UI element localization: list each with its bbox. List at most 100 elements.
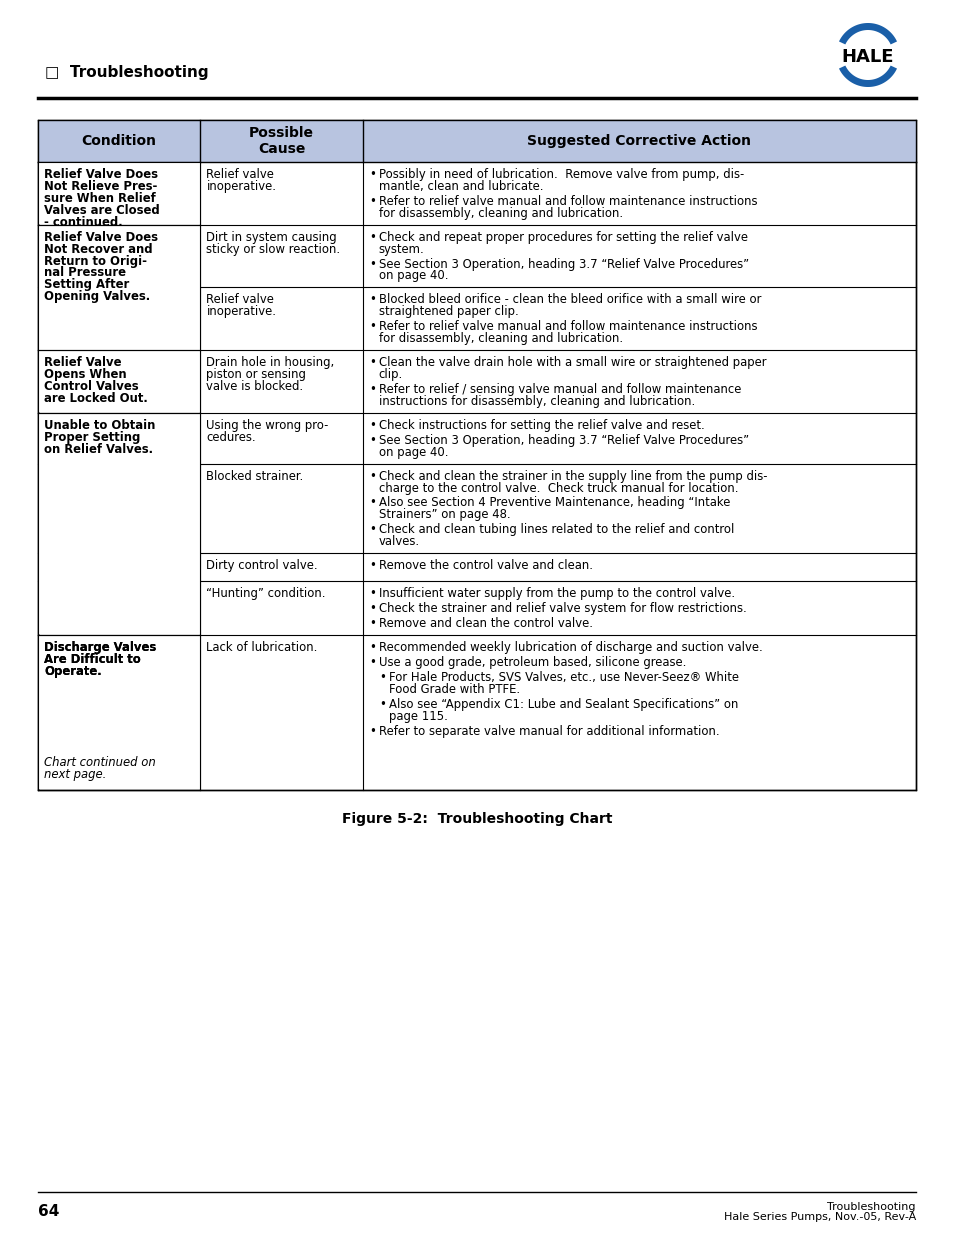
Text: HALE: HALE bbox=[841, 48, 893, 65]
Text: •: • bbox=[369, 168, 375, 182]
Text: on Relief Valves.: on Relief Valves. bbox=[44, 442, 152, 456]
Text: •: • bbox=[369, 496, 375, 510]
Bar bbox=[38, 120, 915, 790]
Text: Opening Valves.: Opening Valves. bbox=[44, 290, 150, 304]
Text: on page 40.: on page 40. bbox=[378, 446, 448, 458]
Text: charge to the control valve.  Check truck manual for location.: charge to the control valve. Check truck… bbox=[378, 482, 738, 494]
Text: Check instructions for setting the relief valve and reset.: Check instructions for setting the relie… bbox=[378, 419, 704, 432]
Text: •: • bbox=[369, 419, 375, 432]
Text: Relief valve: Relief valve bbox=[206, 294, 274, 306]
Text: for disassembly, cleaning and lubrication.: for disassembly, cleaning and lubricatio… bbox=[378, 206, 622, 220]
Text: cedures.: cedures. bbox=[206, 431, 255, 443]
Text: Check and repeat proper procedures for setting the relief valve: Check and repeat proper procedures for s… bbox=[378, 231, 747, 243]
Text: Unable to Obtain: Unable to Obtain bbox=[44, 419, 155, 432]
Text: Refer to separate valve manual for additional information.: Refer to separate valve manual for addit… bbox=[378, 725, 719, 737]
Text: nal Pressure: nal Pressure bbox=[44, 267, 126, 279]
Text: page 115.: page 115. bbox=[389, 710, 447, 722]
Text: Not Relieve Pres-: Not Relieve Pres- bbox=[44, 180, 157, 193]
Text: •: • bbox=[369, 641, 375, 655]
Text: •: • bbox=[369, 294, 375, 306]
Text: •: • bbox=[369, 433, 375, 447]
Text: Remove and clean the control valve.: Remove and clean the control valve. bbox=[378, 618, 592, 630]
Text: Are Difficult to: Are Difficult to bbox=[44, 653, 141, 666]
Polygon shape bbox=[838, 65, 896, 86]
Text: Chart continued on: Chart continued on bbox=[44, 756, 155, 769]
Text: Remove the control valve and clean.: Remove the control valve and clean. bbox=[378, 559, 592, 572]
Polygon shape bbox=[838, 23, 896, 44]
Text: Relief Valve Does: Relief Valve Does bbox=[44, 168, 158, 182]
Text: •: • bbox=[369, 725, 375, 737]
Text: •: • bbox=[369, 618, 375, 630]
Text: valve is blocked.: valve is blocked. bbox=[206, 380, 303, 393]
Text: Hale Series Pumps, Nov.-05, Rev-A: Hale Series Pumps, Nov.-05, Rev-A bbox=[723, 1212, 915, 1221]
Text: •: • bbox=[369, 524, 375, 536]
Text: Lack of lubrication.: Lack of lubrication. bbox=[206, 641, 317, 655]
Text: Use a good grade, petroleum based, silicone grease.: Use a good grade, petroleum based, silic… bbox=[378, 656, 685, 669]
Text: Dirt in system causing: Dirt in system causing bbox=[206, 231, 336, 243]
Text: •: • bbox=[369, 320, 375, 333]
Bar bbox=[38, 636, 200, 789]
Text: Discharge Valves: Discharge Valves bbox=[44, 641, 156, 655]
Text: Troubleshooting: Troubleshooting bbox=[826, 1202, 915, 1212]
Text: Insufficient water supply from the pump to the control valve.: Insufficient water supply from the pump … bbox=[378, 587, 734, 600]
Text: clip.: clip. bbox=[378, 368, 403, 382]
Text: Also see Section 4 Preventive Maintenance, heading “Intake: Also see Section 4 Preventive Maintenanc… bbox=[378, 496, 729, 510]
Text: Check and clean the strainer in the supply line from the pump dis-: Check and clean the strainer in the supp… bbox=[378, 469, 766, 483]
Text: •: • bbox=[369, 559, 375, 572]
Text: piston or sensing: piston or sensing bbox=[206, 368, 306, 382]
Text: Refer to relief valve manual and follow maintenance instructions: Refer to relief valve manual and follow … bbox=[378, 195, 757, 207]
Text: straightened paper clip.: straightened paper clip. bbox=[378, 305, 518, 319]
Bar bbox=[38, 414, 200, 635]
Text: Discharge Valves: Discharge Valves bbox=[44, 641, 156, 655]
Text: inoperative.: inoperative. bbox=[206, 180, 276, 193]
Bar bbox=[38, 120, 915, 162]
Text: •: • bbox=[369, 356, 375, 369]
Text: Blocked bleed orifice - clean the bleed orifice with a small wire or: Blocked bleed orifice - clean the bleed … bbox=[378, 294, 760, 306]
Text: Proper Setting: Proper Setting bbox=[44, 431, 140, 443]
Text: Drain hole in housing,: Drain hole in housing, bbox=[206, 356, 335, 369]
Text: Not Recover and: Not Recover and bbox=[44, 242, 152, 256]
Text: Opens When: Opens When bbox=[44, 368, 127, 382]
Text: •: • bbox=[369, 603, 375, 615]
Text: •: • bbox=[378, 698, 385, 710]
Text: for disassembly, cleaning and lubrication.: for disassembly, cleaning and lubricatio… bbox=[378, 332, 622, 346]
Text: Check the strainer and relief valve system for flow restrictions.: Check the strainer and relief valve syst… bbox=[378, 603, 746, 615]
Text: are Locked Out.: are Locked Out. bbox=[44, 391, 148, 405]
Bar bbox=[38, 351, 200, 412]
Text: •: • bbox=[369, 656, 375, 669]
Text: Control Valves: Control Valves bbox=[44, 380, 138, 393]
Text: Blocked strainer.: Blocked strainer. bbox=[206, 469, 303, 483]
Text: Condition: Condition bbox=[82, 135, 156, 148]
Text: instructions for disassembly, cleaning and lubrication.: instructions for disassembly, cleaning a… bbox=[378, 395, 695, 408]
Text: Operate.: Operate. bbox=[44, 664, 102, 678]
Text: Possibly in need of lubrication.  Remove valve from pump, dis-: Possibly in need of lubrication. Remove … bbox=[378, 168, 743, 182]
Bar bbox=[38, 225, 200, 350]
Text: valves.: valves. bbox=[378, 535, 419, 548]
Text: 64: 64 bbox=[38, 1204, 59, 1219]
Text: Relief Valve Does: Relief Valve Does bbox=[44, 231, 158, 243]
Text: Possible
Cause: Possible Cause bbox=[249, 126, 314, 156]
Text: - continued.: - continued. bbox=[44, 216, 123, 228]
Text: See Section 3 Operation, heading 3.7 “Relief Valve Procedures”: See Section 3 Operation, heading 3.7 “Re… bbox=[378, 433, 748, 447]
Text: Operate.: Operate. bbox=[44, 664, 102, 678]
Text: •: • bbox=[369, 469, 375, 483]
Bar bbox=[38, 163, 200, 225]
Text: Food Grade with PTFE.: Food Grade with PTFE. bbox=[389, 683, 519, 695]
Text: Clean the valve drain hole with a small wire or straightened paper: Clean the valve drain hole with a small … bbox=[378, 356, 765, 369]
Text: •: • bbox=[369, 231, 375, 243]
Text: •: • bbox=[378, 671, 385, 684]
Text: •: • bbox=[369, 383, 375, 396]
Text: Relief valve: Relief valve bbox=[206, 168, 274, 182]
Text: Refer to relief valve manual and follow maintenance instructions: Refer to relief valve manual and follow … bbox=[378, 320, 757, 333]
Text: sticky or slow reaction.: sticky or slow reaction. bbox=[206, 242, 340, 256]
Text: inoperative.: inoperative. bbox=[206, 305, 276, 319]
Text: mantle, clean and lubricate.: mantle, clean and lubricate. bbox=[378, 180, 543, 193]
Text: sure When Relief: sure When Relief bbox=[44, 191, 155, 205]
Text: Recommended weekly lubrication of discharge and suction valve.: Recommended weekly lubrication of discha… bbox=[378, 641, 761, 655]
Text: For Hale Products, SVS Valves, etc., use Never-Seez® White: For Hale Products, SVS Valves, etc., use… bbox=[389, 671, 738, 684]
Text: •: • bbox=[369, 587, 375, 600]
Text: Using the wrong pro-: Using the wrong pro- bbox=[206, 419, 329, 432]
Text: on page 40.: on page 40. bbox=[378, 269, 448, 283]
Text: Setting After: Setting After bbox=[44, 278, 129, 291]
Text: system.: system. bbox=[378, 242, 424, 256]
